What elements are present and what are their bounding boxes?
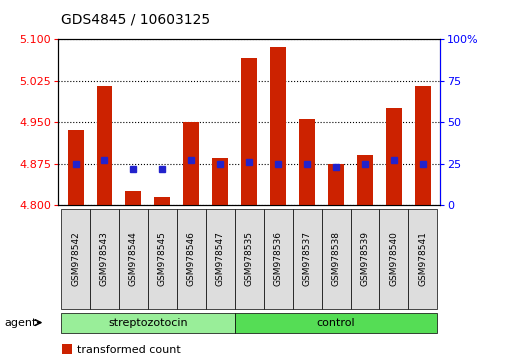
Text: GSM978539: GSM978539 <box>360 231 369 286</box>
Text: agent: agent <box>5 318 37 327</box>
Bar <box>357 155 372 205</box>
Bar <box>125 192 141 205</box>
Text: GSM978538: GSM978538 <box>331 231 340 286</box>
Bar <box>321 209 350 309</box>
Text: GSM978537: GSM978537 <box>302 231 311 286</box>
Text: GSM978542: GSM978542 <box>71 231 80 286</box>
Bar <box>177 209 206 309</box>
Text: GSM978535: GSM978535 <box>244 231 253 286</box>
Bar <box>183 122 199 205</box>
Bar <box>154 197 170 205</box>
Bar <box>327 164 343 205</box>
Bar <box>61 209 90 309</box>
Text: GSM978536: GSM978536 <box>273 231 282 286</box>
Text: streptozotocin: streptozotocin <box>108 318 187 327</box>
Bar <box>96 86 112 205</box>
Bar <box>147 209 177 309</box>
Bar <box>350 209 379 309</box>
Text: GSM978546: GSM978546 <box>186 231 195 286</box>
Bar <box>68 131 83 205</box>
Text: GSM978543: GSM978543 <box>100 231 109 286</box>
Bar <box>241 58 257 205</box>
Bar <box>379 209 408 309</box>
Text: GDS4845 / 10603125: GDS4845 / 10603125 <box>61 12 210 27</box>
Text: control: control <box>316 318 355 327</box>
Text: GSM978541: GSM978541 <box>418 231 427 286</box>
Bar <box>414 86 430 205</box>
Bar <box>90 209 119 309</box>
Bar <box>292 209 321 309</box>
Bar <box>212 158 228 205</box>
Text: GSM978545: GSM978545 <box>158 231 167 286</box>
Bar <box>119 209 147 309</box>
Text: GSM978547: GSM978547 <box>215 231 224 286</box>
Bar <box>62 344 71 354</box>
Bar <box>263 209 292 309</box>
Bar <box>385 108 401 205</box>
Bar <box>234 313 436 333</box>
Bar <box>61 313 234 333</box>
Bar <box>206 209 234 309</box>
Text: GSM978544: GSM978544 <box>129 231 138 286</box>
Bar <box>298 119 315 205</box>
Bar <box>408 209 436 309</box>
Text: transformed count: transformed count <box>76 346 180 354</box>
Bar <box>270 47 285 205</box>
Bar <box>234 209 263 309</box>
Text: GSM978540: GSM978540 <box>389 231 397 286</box>
